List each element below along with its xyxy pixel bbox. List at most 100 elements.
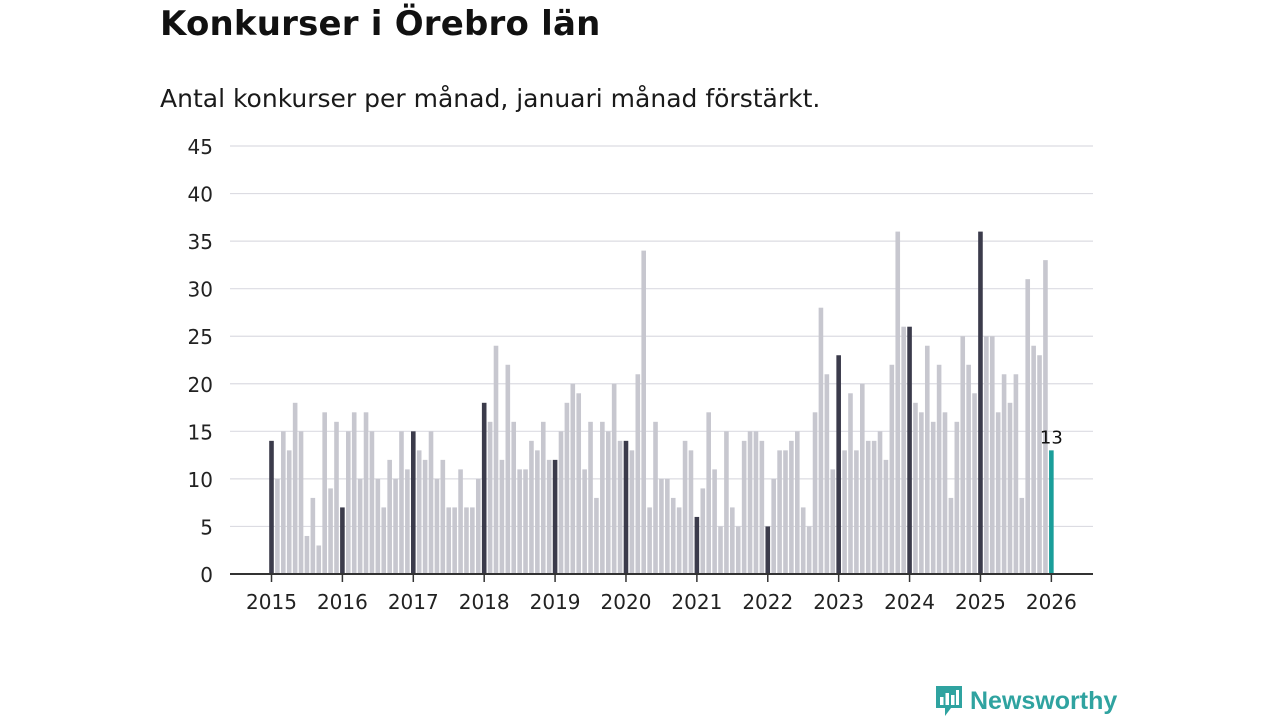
x-tick-label: 2022 <box>742 590 793 614</box>
bar <box>800 507 806 574</box>
bar <box>493 345 499 574</box>
bar <box>771 478 776 574</box>
bar <box>351 412 357 574</box>
bar <box>564 402 570 574</box>
bar <box>617 440 623 574</box>
bar <box>405 469 410 574</box>
bar <box>948 497 954 574</box>
bar <box>712 469 717 574</box>
bar <box>393 478 398 574</box>
bar <box>505 364 511 574</box>
bar <box>1019 497 1025 574</box>
x-tick-label: 2018 <box>459 590 510 614</box>
bar <box>860 383 865 574</box>
x-tick-label: 2015 <box>246 590 297 614</box>
bar <box>540 421 546 574</box>
y-tick-label: 35 <box>188 230 213 254</box>
bar <box>375 478 381 574</box>
bar <box>901 326 906 574</box>
bar <box>842 450 847 574</box>
bar <box>706 412 711 574</box>
bars <box>269 231 1054 574</box>
bar <box>629 450 635 574</box>
x-tick-label: 2024 <box>884 590 935 614</box>
bar <box>410 431 416 574</box>
bar <box>747 431 753 574</box>
bar <box>659 478 664 574</box>
bar <box>995 412 1001 574</box>
bar <box>818 307 824 574</box>
bar <box>989 336 995 574</box>
x-tick-label: 2017 <box>388 590 439 614</box>
chart-subtitle: Antal konkurser per månad, januari månad… <box>160 84 821 113</box>
bar <box>588 421 593 574</box>
bar <box>972 393 977 574</box>
bar <box>700 488 706 574</box>
y-tick-label: 30 <box>188 278 213 302</box>
bar <box>670 497 676 574</box>
bar <box>428 431 434 574</box>
bar <box>594 497 599 574</box>
bar <box>322 412 327 574</box>
x-axis-ticks: 2015 2016 2017 2018 2019 2020 2021 2022 2023 2024… <box>246 574 1077 614</box>
bar <box>735 526 741 574</box>
bar <box>470 507 475 574</box>
bar <box>1031 345 1036 574</box>
bar <box>978 231 983 574</box>
bar <box>1037 355 1042 574</box>
y-tick-label: 10 <box>188 468 213 492</box>
bar <box>275 478 280 574</box>
y-axis-ticks: 0 5 10 15 20 25 30 35 40 45 <box>188 135 213 587</box>
bar <box>960 336 966 574</box>
x-tick-label: 2020 <box>601 590 652 614</box>
bar <box>954 421 960 574</box>
bar <box>582 469 587 574</box>
bar <box>688 450 694 574</box>
bar <box>434 478 440 574</box>
y-tick-label: 20 <box>188 373 213 397</box>
bar <box>576 393 582 574</box>
bar <box>907 326 912 574</box>
bar <box>682 440 688 574</box>
latest-value-label: 13 <box>1040 427 1063 448</box>
bar <box>694 516 700 574</box>
bar <box>854 450 859 574</box>
bar <box>558 431 564 574</box>
bar <box>653 421 658 574</box>
y-tick-label: 0 <box>200 563 213 587</box>
bar <box>600 421 605 574</box>
bar <box>924 345 930 574</box>
bar <box>481 402 487 574</box>
bar <box>635 374 641 574</box>
y-tick-label: 45 <box>188 135 213 159</box>
bar <box>848 393 853 574</box>
bar <box>458 469 463 574</box>
bar <box>877 431 883 574</box>
bar <box>942 412 948 574</box>
bar <box>357 478 363 574</box>
bar <box>369 431 375 574</box>
bar <box>1001 374 1007 574</box>
bar <box>499 459 505 574</box>
bar <box>806 526 812 574</box>
brand-name: Newsworthy <box>970 686 1118 715</box>
bar <box>464 507 469 574</box>
bar <box>824 374 830 574</box>
bar <box>346 431 351 574</box>
bar <box>647 507 652 574</box>
x-tick-label: 2021 <box>671 590 722 614</box>
y-tick-label: 25 <box>188 325 213 349</box>
bar <box>984 336 989 574</box>
bar <box>783 450 788 574</box>
bar <box>1007 402 1013 574</box>
bar <box>623 440 629 574</box>
bar <box>913 402 918 574</box>
bar <box>930 421 936 574</box>
bar <box>1013 374 1019 574</box>
bar <box>753 431 759 574</box>
bar <box>789 440 794 574</box>
bar <box>511 421 517 574</box>
bar <box>665 478 670 574</box>
x-tick-label: 2023 <box>813 590 864 614</box>
